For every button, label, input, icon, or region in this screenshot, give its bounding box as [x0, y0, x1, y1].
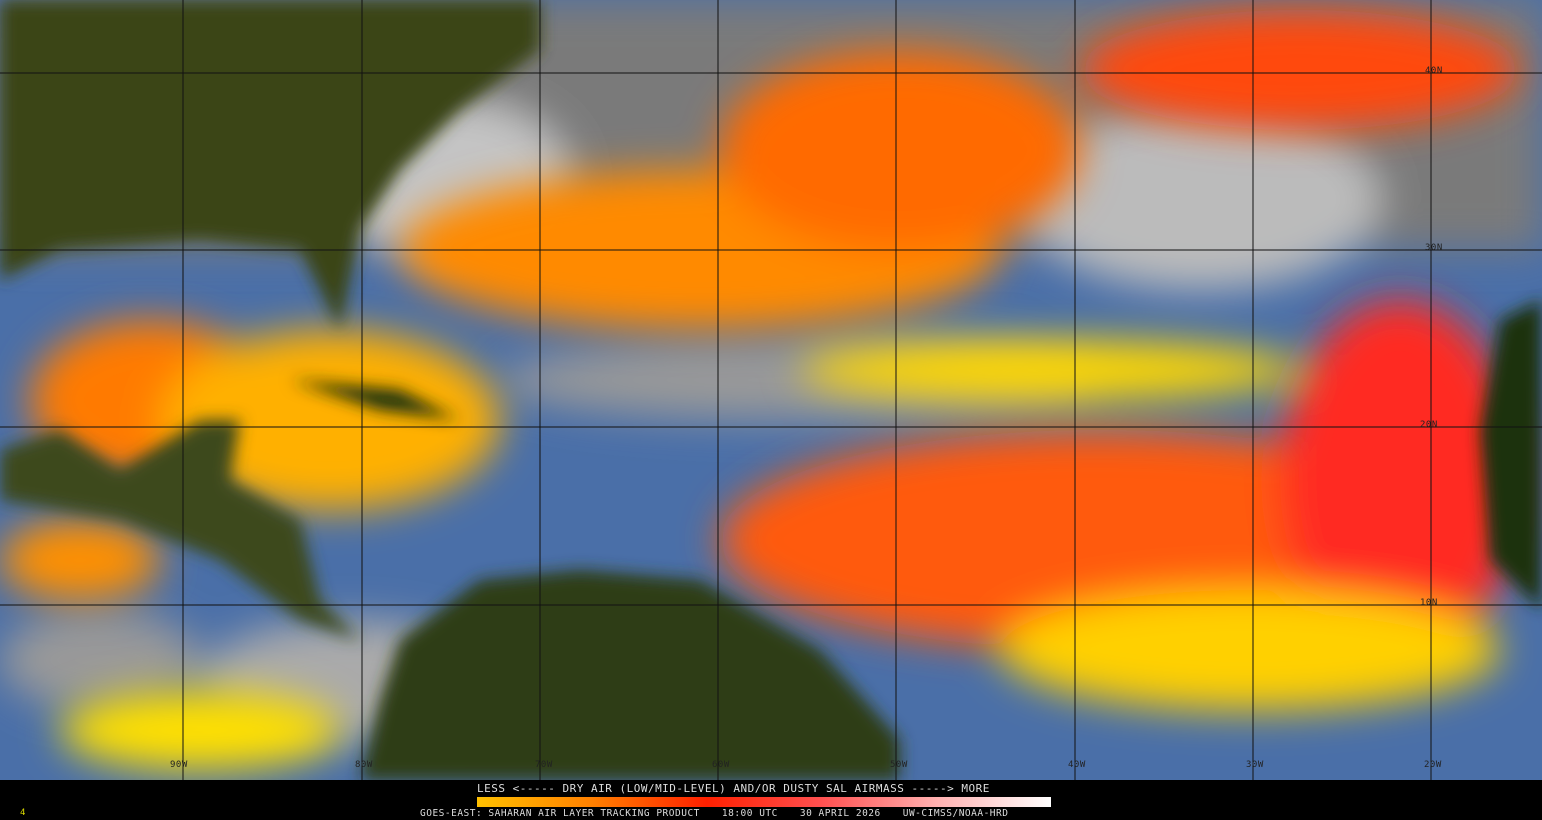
product-name: GOES-EAST: SAHARAN AIR LAYER TRACKING PR… — [420, 808, 700, 819]
lon-label: 60W — [712, 760, 730, 770]
lon-label: 20W — [1424, 760, 1442, 770]
footer: GOES-EAST: SAHARAN AIR LAYER TRACKING PR… — [420, 808, 1008, 819]
frame-number: 4 — [20, 808, 26, 818]
lon-label: 30W — [1246, 760, 1264, 770]
lat-label: 30N — [1425, 243, 1443, 253]
legend-title: LESS <----- DRY AIR (LOW/MID-LEVEL) AND/… — [477, 782, 990, 795]
lon-label: 80W — [355, 760, 373, 770]
lat-label: 10N — [1420, 598, 1438, 608]
lon-label: 90W — [170, 760, 188, 770]
color-bar — [477, 797, 1051, 807]
land-masses — [0, 0, 1542, 780]
dust-regions — [0, 10, 1520, 770]
date: 30 APRIL 2026 — [799, 808, 881, 819]
lat-label: 40N — [1425, 66, 1443, 76]
lat-label: 20N — [1420, 420, 1438, 430]
lon-label: 40W — [1068, 760, 1086, 770]
lon-label: 70W — [535, 760, 553, 770]
satellite-map — [0, 0, 1542, 780]
graticule — [0, 0, 1542, 780]
credit: UW-CIMSS/NOAA-HRD — [902, 808, 1009, 819]
lon-label: 50W — [890, 760, 908, 770]
timestamp: 18:00 UTC — [721, 808, 778, 819]
